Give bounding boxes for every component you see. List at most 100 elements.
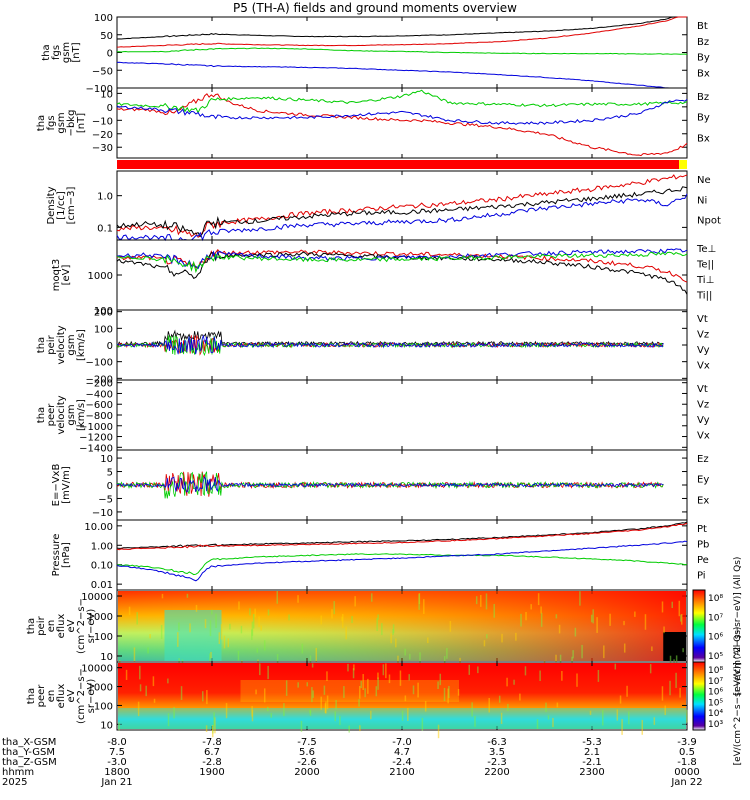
axis-row-value: -7.8 bbox=[202, 737, 222, 748]
legend-entry: Bz bbox=[697, 92, 709, 103]
spectrogram-pixel bbox=[240, 625, 243, 634]
panel-frame bbox=[116, 379, 688, 451]
spectrogram-pixel bbox=[267, 609, 270, 616]
figure-title: P5 (TH-A) fields and ground moments over… bbox=[233, 1, 517, 15]
y-tick-label: 1000 bbox=[88, 271, 113, 282]
spectrogram-pixel bbox=[335, 700, 337, 710]
panel-9: tha peir en eflux eV (cm^2−s− sr−eV) 10000 1000 1… bbox=[26, 589, 688, 676]
spectrogram-pixel bbox=[671, 601, 673, 609]
colorbar-gradient bbox=[692, 661, 706, 731]
y-axis-label: velocity bbox=[56, 325, 67, 364]
y-axis-label: [cm−3] bbox=[66, 187, 77, 225]
spectrogram-pixel bbox=[237, 650, 240, 661]
y-axis-label: [nT] bbox=[76, 113, 87, 133]
spectrogram-pixel bbox=[367, 678, 369, 694]
legend-entry: Vt bbox=[697, 314, 708, 325]
panel-4: moqt3 [eV] 1000 100 Te⊥ Te|| Ti⊥ Ti|| bbox=[51, 239, 716, 317]
spectrogram-pixel bbox=[417, 682, 419, 698]
spectrogram-pixel bbox=[118, 722, 120, 731]
y-axis-label: peer bbox=[36, 684, 47, 708]
axis-row-value: -2.8 bbox=[202, 757, 222, 768]
spectrogram-pixel bbox=[266, 706, 269, 712]
axis-row-value: 1800 bbox=[104, 767, 129, 778]
y-axis-label: (cm^2−s− bbox=[76, 668, 87, 724]
spectrogram-pixel bbox=[628, 711, 630, 725]
spectrogram-pixel bbox=[133, 647, 136, 662]
spectrogram-pixel bbox=[300, 720, 303, 732]
spectrogram-pixel bbox=[315, 647, 318, 663]
spectrogram-pixel bbox=[412, 685, 415, 695]
y-axis-label: en bbox=[46, 690, 57, 703]
spectrogram-pixel bbox=[223, 635, 226, 649]
y-tick-label: −200 bbox=[86, 379, 113, 390]
spectrogram-pixel bbox=[177, 632, 179, 647]
spectrogram-pixel bbox=[500, 712, 503, 725]
spectrogram-pixel bbox=[149, 634, 151, 639]
series-line-Pb bbox=[116, 522, 688, 551]
legend-entry: Vx bbox=[697, 431, 710, 442]
spectrogram-pixel bbox=[276, 654, 279, 664]
axis-row-value: -3.9 bbox=[677, 737, 697, 748]
spectrogram-pixel bbox=[195, 604, 198, 612]
legend-entry: Vz bbox=[697, 330, 709, 341]
axis-row-value: -2.4 bbox=[392, 757, 412, 768]
spectrogram-pixel bbox=[320, 696, 322, 710]
spectrogram-pixel bbox=[634, 611, 636, 617]
y-axis-label: [nPa] bbox=[61, 542, 72, 568]
spectrogram-pixel bbox=[545, 702, 547, 712]
spectrogram-pixel bbox=[385, 663, 387, 679]
spectrogram-pixel bbox=[276, 591, 279, 604]
spectrogram-pixel bbox=[515, 632, 517, 641]
spectrogram-pixel bbox=[621, 719, 623, 735]
spectrogram-pixel bbox=[418, 594, 420, 610]
spectrogram-pixel bbox=[623, 620, 625, 626]
spectrogram-pixel bbox=[173, 706, 175, 719]
spectrogram-pixel bbox=[681, 614, 683, 625]
flag-bar-red bbox=[117, 160, 679, 169]
y-tick-label: 0 bbox=[107, 103, 113, 114]
spectrogram-pixel bbox=[270, 713, 272, 718]
panels-layer: P5 (TH-A) fields and ground moments over… bbox=[2, 1, 743, 788]
y-axis-label: sr−eV) bbox=[86, 609, 97, 644]
spectrogram-pixel bbox=[352, 668, 355, 679]
series-line-Pe bbox=[116, 553, 688, 576]
spectrogram-pixel bbox=[288, 614, 290, 621]
spectrogram-pixel bbox=[596, 617, 598, 633]
y-axis-label: −bkg bbox=[66, 110, 77, 137]
spectrogram-pixel bbox=[590, 614, 593, 623]
series-line-Ni bbox=[116, 186, 688, 238]
legend-entry: Ti⊥ bbox=[696, 275, 714, 286]
spectrogram-pixel bbox=[375, 686, 378, 697]
spectrogram-pixel bbox=[661, 686, 664, 701]
spectrogram-pixel bbox=[685, 709, 688, 723]
spectrogram-pixel bbox=[449, 621, 452, 632]
spectrogram-pixel bbox=[283, 703, 285, 717]
spectrogram-pixel bbox=[334, 711, 336, 722]
y-tick-label: 0 bbox=[107, 341, 113, 352]
y-axis-label: peer bbox=[46, 403, 57, 427]
spectrogram-pixel bbox=[229, 623, 231, 630]
axis-row-value: 2.1 bbox=[584, 747, 600, 758]
spectrogram-pixel bbox=[186, 593, 189, 598]
axis-row-value: -8.0 bbox=[107, 737, 127, 748]
y-tick-label: 1.00 bbox=[91, 541, 113, 552]
y-tick-label: −200 bbox=[86, 374, 113, 385]
spectrogram-pixel bbox=[574, 627, 577, 637]
spectrogram-pixel bbox=[258, 616, 260, 628]
legend-entry: Bx bbox=[697, 133, 710, 144]
y-axis-label: peir bbox=[46, 334, 57, 354]
spectrogram-pixel bbox=[153, 698, 156, 703]
spectrogram-pixel bbox=[443, 687, 446, 702]
y-axis-label: (cm^2−s− bbox=[76, 598, 87, 654]
spectrogram-pixel bbox=[498, 695, 501, 703]
axis-row-value: 2000 bbox=[294, 767, 319, 778]
spectrogram-pixel bbox=[360, 680, 362, 689]
y-tick-label: 10000 bbox=[81, 664, 113, 675]
y-tick-label: −1000 bbox=[79, 422, 113, 433]
y-tick-label: 1000 bbox=[88, 612, 113, 623]
colorbar-tick-label: 10⁴ bbox=[708, 709, 723, 719]
spectrogram-pixel bbox=[213, 712, 215, 727]
axis-row-value: 2300 bbox=[579, 767, 604, 778]
spectrogram-pixel bbox=[381, 623, 383, 636]
